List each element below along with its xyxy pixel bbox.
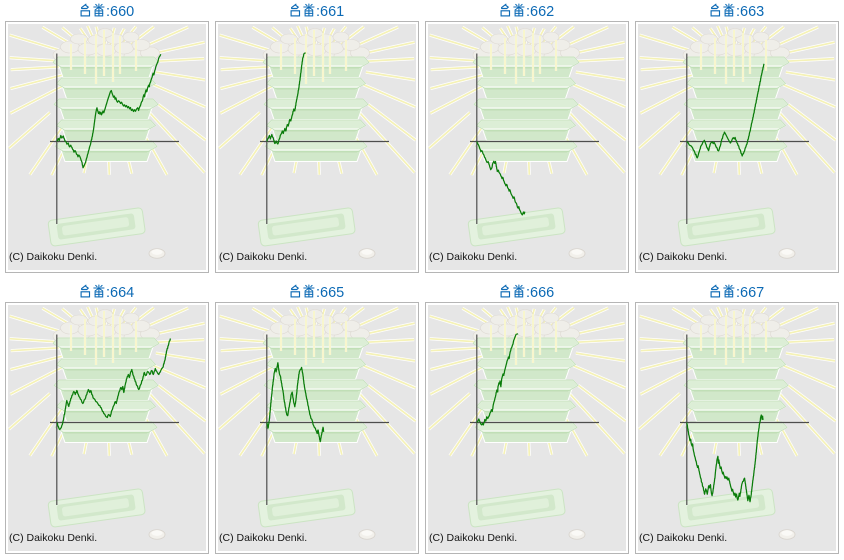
svg-text::660: :660 [106, 4, 134, 19]
svg-text::662: :662 [526, 4, 554, 19]
svg-text::664: :664 [106, 285, 134, 300]
svg-text::667: :667 [736, 285, 764, 300]
svg-text::663: :663 [736, 4, 764, 19]
svg-text::661: :661 [316, 4, 344, 19]
svg-text::666: :666 [526, 285, 554, 300]
svg-text::665: :665 [316, 285, 344, 300]
